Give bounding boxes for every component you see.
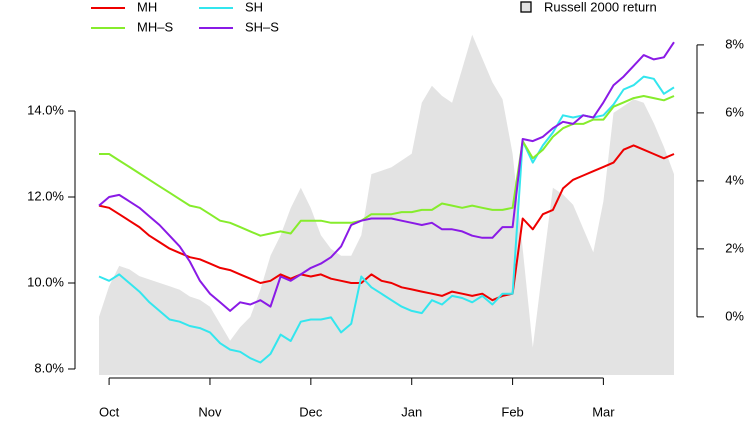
x-tick-label: Jan [401, 404, 422, 419]
legend-label: Russell 2000 return [544, 0, 657, 14]
y2-tick-label: 8% [725, 36, 744, 51]
x-tick-label: Nov [198, 404, 222, 419]
y-tick-label: 8.0% [34, 360, 64, 375]
line [98, 75, 675, 364]
y2-tick-label: 0% [725, 308, 744, 323]
line [98, 41, 675, 312]
y2-tick-label: 6% [725, 104, 744, 119]
legend-label: SH [245, 0, 263, 14]
y-tick-label: 10.0% [27, 274, 64, 289]
y2-tick-label: 2% [725, 240, 744, 255]
legend-swatch [520, 1, 532, 13]
legend-label: MH–S [137, 19, 173, 34]
y-tick-label: 12.0% [27, 188, 64, 203]
line [98, 144, 675, 302]
legend-label: MH [137, 0, 157, 14]
x-tick-label: Mar [592, 404, 615, 419]
y-tick-label: 14.0% [27, 102, 64, 117]
y2-tick-label: 4% [725, 172, 744, 187]
x-tick-label: Oct [99, 404, 120, 419]
line [99, 95, 675, 237]
x-tick-label: Feb [501, 404, 523, 419]
x-tick-label: Dec [299, 404, 323, 419]
legend-label: SH–S [245, 19, 279, 34]
area [99, 34, 674, 375]
